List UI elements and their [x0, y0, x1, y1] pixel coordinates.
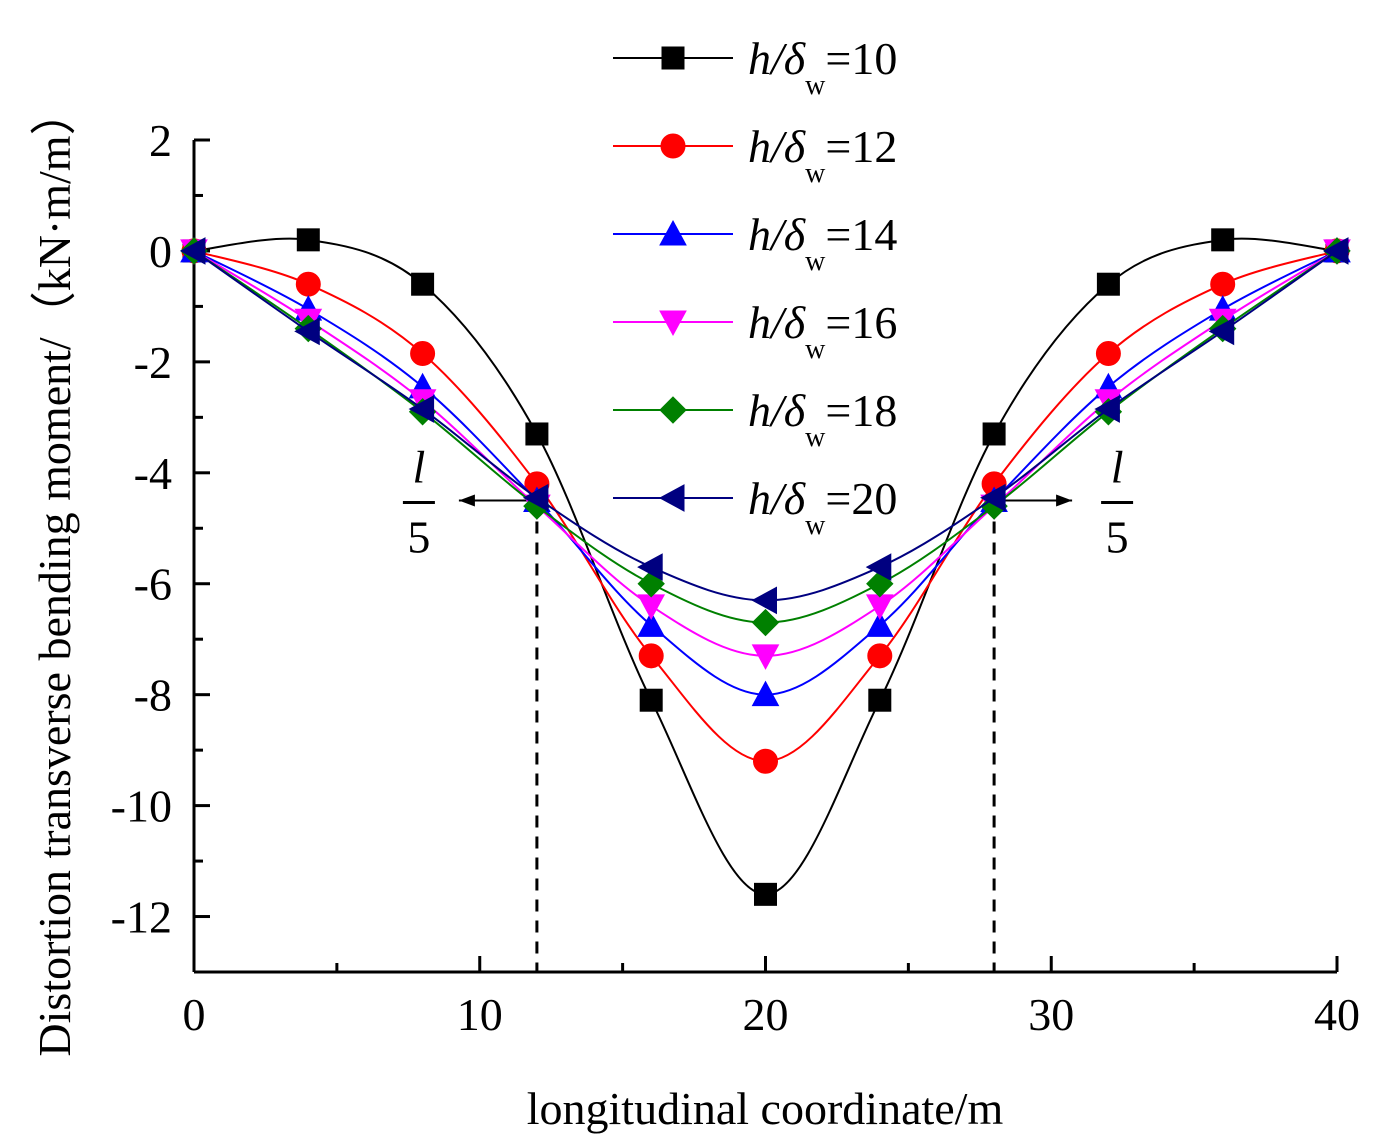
data-point: [408, 395, 435, 423]
data-point: [868, 688, 892, 712]
legend-label: h/δw=12: [748, 121, 897, 189]
legend: h/δw=10 h/δw=12 h/δw=14 h/δw=16 h/δw=18 h/δw=…: [613, 33, 897, 541]
data-point: [865, 611, 894, 637]
data-point: [295, 271, 321, 297]
data-point: [980, 483, 1006, 512]
data-point: [751, 586, 777, 615]
data-point: [982, 422, 1006, 446]
series-group: [179, 228, 1351, 906]
y-tick-label: -6: [134, 559, 172, 610]
legend-marker: [660, 133, 686, 159]
annotations: l 5 l 5: [402, 442, 1134, 563]
data-point: [751, 608, 780, 637]
x-tick-label: 40: [1314, 989, 1360, 1040]
data-point: [1096, 272, 1120, 296]
data-point: [296, 228, 320, 252]
data-point: [639, 688, 663, 712]
legend-label: h/δw=10: [748, 33, 897, 101]
legend-entry: h/δw=12: [613, 121, 897, 189]
data-point: [1322, 237, 1349, 265]
reference-lines: [535, 500, 996, 972]
series-h/δw=20: [179, 237, 1349, 615]
data-point: [753, 748, 778, 774]
annotation-numerator: l: [413, 442, 426, 493]
legend-label: h/δw=18: [748, 385, 897, 453]
data-point: [294, 317, 320, 346]
data-point: [1095, 341, 1121, 367]
x-axis-title: longitudinal coordinate/m: [527, 1083, 1004, 1134]
data-point: [1211, 228, 1235, 252]
y-tick-label: -12: [111, 892, 172, 943]
legend-marker: [658, 484, 685, 512]
x-tick-label: 0: [183, 989, 206, 1040]
legend-entry: h/δw=14: [613, 209, 897, 277]
legend-label: h/δw=14: [748, 209, 897, 277]
data-point: [865, 594, 894, 620]
y-tick-label: -10: [111, 781, 172, 832]
annotation-arrow-head: [458, 494, 475, 507]
legend-entry: h/δw=20: [613, 473, 897, 541]
data-point: [865, 553, 892, 581]
legend-label: h/δw=20: [748, 473, 897, 541]
data-point: [179, 237, 206, 265]
data-point: [637, 594, 666, 620]
y-tick-label: -4: [134, 448, 172, 499]
data-point: [754, 882, 777, 906]
annotation-denominator: 5: [1106, 512, 1129, 563]
x-tick-label: 30: [1028, 989, 1074, 1040]
data-point: [1208, 317, 1235, 346]
data-point: [638, 643, 664, 669]
legend-entry: h/δw=16: [613, 297, 897, 365]
data-point: [637, 553, 663, 581]
data-point: [410, 341, 436, 367]
data-point: [637, 611, 666, 637]
x-tick-label: 20: [743, 989, 789, 1040]
data-point: [867, 643, 893, 669]
data-point: [411, 272, 435, 296]
y-tick-label: -8: [134, 670, 172, 721]
legend-entry: h/δw=10: [613, 33, 897, 101]
legend-marker: [661, 46, 685, 70]
y-tick-label: -2: [134, 337, 172, 388]
legend-entry: h/δw=18: [613, 385, 897, 453]
data-point: [525, 422, 549, 446]
data-point: [522, 483, 549, 512]
data-point: [751, 644, 780, 670]
legend-label: h/δw=16: [748, 297, 897, 365]
data-point: [1094, 395, 1120, 423]
legend-marker: [659, 219, 687, 246]
y-tick-label: 2: [149, 115, 172, 166]
data-point: [751, 680, 780, 707]
data-point: [1210, 271, 1236, 297]
x-tick-label: 10: [457, 989, 503, 1040]
legend-marker: [659, 310, 687, 337]
legend-marker: [659, 396, 687, 424]
y-axis-title: Distortion transverse bending moment/（kN…: [29, 89, 80, 1056]
annotation-arrow-head: [1056, 494, 1073, 507]
annotation-numerator: l: [1111, 442, 1124, 493]
annotation-denominator: 5: [407, 512, 430, 563]
y-tick-label: 0: [149, 226, 172, 277]
